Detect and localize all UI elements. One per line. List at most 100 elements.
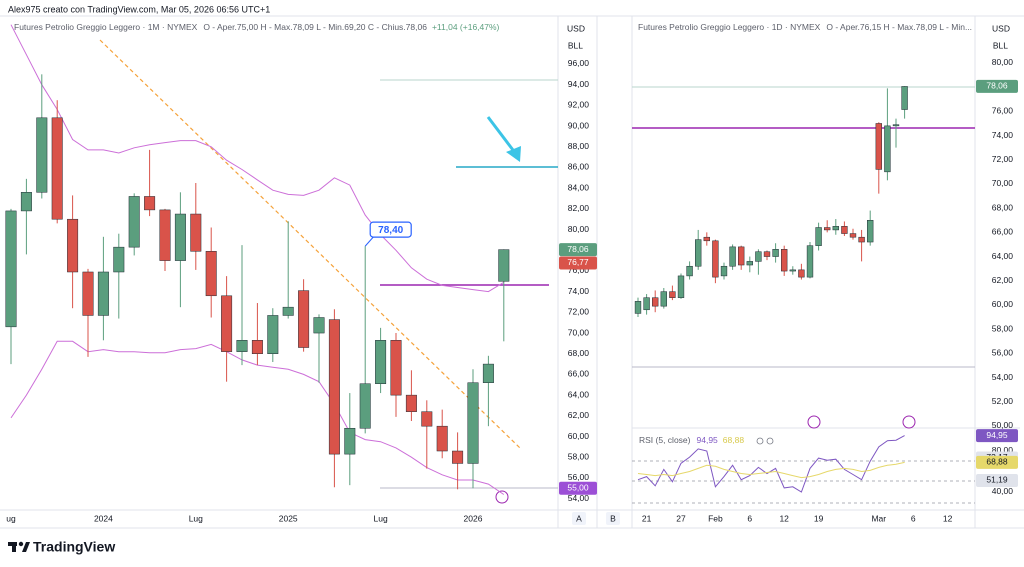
candle-body: [267, 315, 279, 354]
band-line: [10, 24, 505, 293]
callout-pointer: [364, 236, 374, 247]
candle-body: [97, 271, 109, 316]
scale-button[interactable]: B: [606, 512, 620, 525]
candle-body: [677, 275, 685, 298]
x-tick-label: Lug: [189, 513, 203, 523]
y-tick-label: 56,00: [568, 472, 590, 482]
y-tick-label: 92,00: [568, 100, 590, 110]
candle-body: [128, 196, 140, 248]
price-tag: [976, 79, 1018, 93]
y-tick-label: 76,00: [568, 265, 590, 275]
frames: [0, 15, 1024, 529]
candle-body: [452, 450, 464, 464]
x-tick-label: Lug: [374, 513, 388, 523]
price-tag-label: 51,19: [986, 475, 1008, 485]
plot-area: [637, 435, 905, 493]
candle-body: [482, 363, 494, 383]
candle-body: [328, 319, 340, 455]
legend-value: 68,88: [723, 435, 745, 445]
legend-title: Futures Petrolio Greggio Leggero · 1D · …: [638, 22, 821, 32]
legend-title: RSI (5, close): [639, 435, 691, 445]
candle-body: [832, 226, 839, 231]
candle-body: [82, 271, 94, 316]
callout-label: 78,40: [378, 225, 403, 236]
candle-body: [720, 265, 728, 277]
price-tag-label: 76,77: [567, 257, 589, 267]
legend: RSI (5, close) 94,95 68,88: [639, 435, 744, 445]
indicator-line: [637, 435, 905, 493]
candle-body: [36, 117, 48, 193]
price-tag-label: 68,88: [986, 457, 1008, 467]
candle-body: [390, 340, 402, 396]
y-tick-label: 74,00: [568, 286, 590, 296]
y-tick-label: 94,00: [568, 79, 590, 89]
candle-body: [781, 249, 788, 272]
candle-body: [190, 213, 202, 252]
candle-body: [738, 246, 745, 266]
candle-body: [789, 269, 796, 272]
candle-body: [652, 297, 659, 307]
y-tick-label: 90,00: [568, 120, 590, 130]
price-tag-label: 78,06: [986, 81, 1008, 91]
candle-body: [467, 382, 479, 464]
y-tick-label: 66,00: [568, 369, 590, 379]
x-tick-label: 2026: [464, 513, 483, 523]
legend-change: +11,04 (+16,47%): [432, 22, 500, 32]
candle-body: [634, 301, 642, 314]
price-tag-label: 55,00: [567, 483, 589, 493]
candle-body: [643, 297, 650, 311]
candle-body: [695, 239, 702, 267]
candle-body: [867, 219, 874, 243]
y-tick-label: 70,00: [568, 327, 590, 337]
y-tick-label: 86,00: [568, 162, 590, 172]
y-tick-label: 64,00: [992, 251, 1014, 261]
x-tick-label: 6: [911, 513, 916, 523]
x-tick-label: Feb: [708, 513, 723, 523]
y-tick-label: 80,00: [992, 57, 1014, 67]
candle-body: [436, 425, 448, 452]
price-tag: [559, 256, 597, 270]
candle-body: [669, 291, 676, 298]
candle-body: [221, 295, 233, 352]
scale-button[interactable]: A: [572, 512, 586, 525]
indicator-line: [637, 461, 905, 479]
currency: USD: [992, 23, 1010, 33]
candle-body: [824, 227, 831, 231]
button-label[interactable]: B: [610, 513, 616, 523]
candle-body: [875, 123, 882, 170]
candle-body: [20, 192, 32, 212]
logo-shape: [12, 542, 16, 552]
candle-body: [205, 251, 217, 297]
x-tick-label: 12: [779, 513, 789, 523]
y-tick-label: 62,00: [992, 275, 1014, 285]
y-tick-label: 76,00: [992, 106, 1014, 116]
event-icon: [495, 490, 509, 504]
price-tag: [976, 429, 1018, 443]
candle-body: [858, 236, 865, 243]
y-tick-label: 54,00: [568, 493, 590, 503]
y-tick-label: 40,00: [992, 486, 1014, 496]
price-tag: [559, 243, 597, 257]
candle-body: [174, 213, 186, 261]
button-bg[interactable]: [606, 512, 620, 525]
plot-area: 78,40: [5, 24, 510, 495]
x-tick-label: 2024: [94, 513, 113, 523]
event-icon: [807, 415, 821, 429]
candle-body: [359, 383, 371, 429]
candle-body: [849, 233, 857, 238]
candle-body: [67, 218, 79, 273]
x-tick-label: Mar: [871, 513, 886, 523]
button-bg[interactable]: [572, 512, 586, 525]
candle-body: [344, 427, 356, 455]
legend: Futures Petrolio Greggio Leggero · 1D · …: [638, 22, 972, 32]
callout-box: [369, 221, 412, 238]
price-tag-label: 94,95: [986, 430, 1008, 440]
author-line: Alex975 creato con TradingView.com, Mar …: [8, 4, 270, 14]
candle-body: [772, 249, 779, 257]
button-label[interactable]: A: [576, 513, 582, 523]
y-tick-label: 52,00: [992, 396, 1014, 406]
y-tick-label: 60,00: [568, 431, 590, 441]
y-tick-label: 82,00: [568, 203, 590, 213]
legend-title: Futures Petrolio Greggio Leggero · 1M · …: [14, 22, 198, 32]
